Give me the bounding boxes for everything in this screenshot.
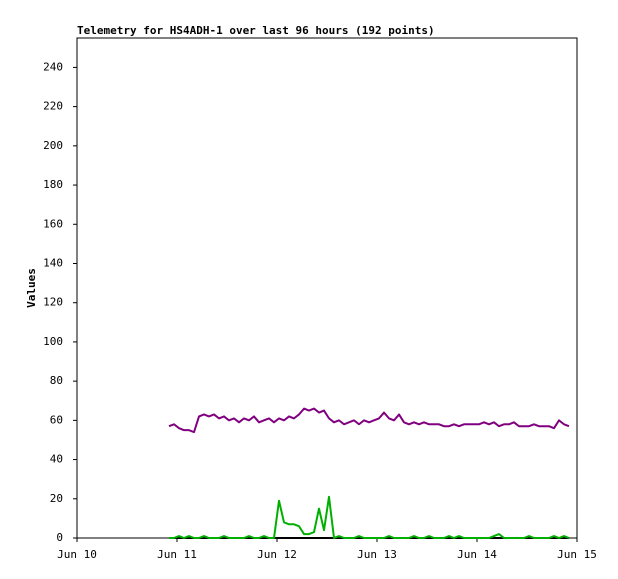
y-tick-label: 140 — [43, 256, 63, 269]
x-tick-label: Jun 12 — [257, 548, 297, 561]
series-line — [169, 495, 570, 539]
x-tick-label: Jun 11 — [157, 548, 197, 561]
y-tick-label: 60 — [50, 413, 63, 426]
y-tick-label: 0 — [56, 531, 63, 544]
y-tick-label: 220 — [43, 100, 63, 113]
y-tick-label: 100 — [43, 335, 63, 348]
y-tick-label: 80 — [50, 374, 63, 387]
y-tick-label: 20 — [50, 492, 63, 505]
x-tick-label: Jun 10 — [57, 548, 97, 561]
y-tick-label: 240 — [43, 60, 63, 73]
y-tick-label: 160 — [43, 217, 63, 230]
y-axis-label: Values — [25, 268, 38, 308]
y-tick-label: 120 — [43, 296, 63, 309]
y-tick-label: 200 — [43, 139, 63, 152]
series-line — [168, 407, 570, 434]
x-tick-label: Jun 13 — [357, 548, 397, 561]
x-tick-label: Jun 15 — [557, 548, 597, 561]
x-tick-label: Jun 14 — [457, 548, 497, 561]
y-tick-label: 40 — [50, 453, 63, 466]
chart-title: Telemetry for HS4ADH-1 over last 96 hour… — [77, 24, 435, 37]
y-tick-label: 180 — [43, 178, 63, 191]
